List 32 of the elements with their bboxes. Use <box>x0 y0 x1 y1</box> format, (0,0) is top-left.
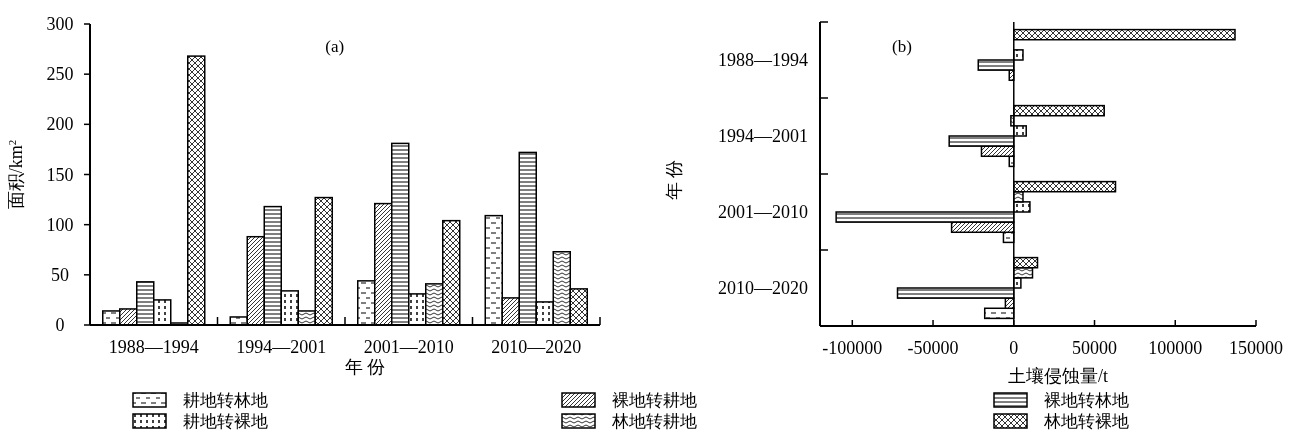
y-tick-label: 250 <box>46 64 74 85</box>
x-axis-title: 土壤侵蚀量/t <box>1007 366 1109 386</box>
x-tick-label: 50000 <box>1072 338 1118 358</box>
text: (a) <box>325 37 345 56</box>
x-tick-label: 1994—2001 <box>236 337 327 357</box>
legend-label: 裸地转耕地 <box>612 391 697 410</box>
legend-label: 裸地转林地 <box>1044 391 1129 410</box>
x-tick-label: 1988—1994 <box>108 337 199 357</box>
x-tick-label: 150000 <box>1229 338 1283 358</box>
y-tick-label: 2001—2010 <box>718 202 808 222</box>
legend-label: 林地转裸地 <box>1043 412 1129 431</box>
y-tick-label: 50 <box>51 264 69 285</box>
legend-label: 林地转耕地 <box>611 412 697 431</box>
y-tick-label: 150 <box>46 164 74 185</box>
y-tick-label: 0 <box>55 315 65 335</box>
x-tick-label: 0 <box>1009 338 1019 358</box>
x-tick-label: -100000 <box>822 338 883 358</box>
y-axis-title: 年 份 <box>664 159 684 201</box>
y-tick-label: 200 <box>46 114 74 135</box>
legend-label: 耕地转裸地 <box>183 412 268 431</box>
y-tick-label: 300 <box>46 14 74 34</box>
x-tick-label: 100000 <box>1148 338 1203 358</box>
x-axis-title: 年 份 <box>344 357 386 377</box>
text: (b) <box>892 37 912 56</box>
y-tick-label: 1994—2001 <box>718 126 808 146</box>
x-tick-label: 2001—2010 <box>363 337 454 357</box>
y-tick-label: 100 <box>46 214 74 235</box>
legend-label: 耕地转林地 <box>183 391 268 410</box>
y-tick-label: 1988—1994 <box>718 50 808 70</box>
x-tick-label: -50000 <box>907 338 959 358</box>
x-tick-label: 2010—2020 <box>491 337 582 357</box>
y-tick-label: 2010—2020 <box>718 278 808 298</box>
